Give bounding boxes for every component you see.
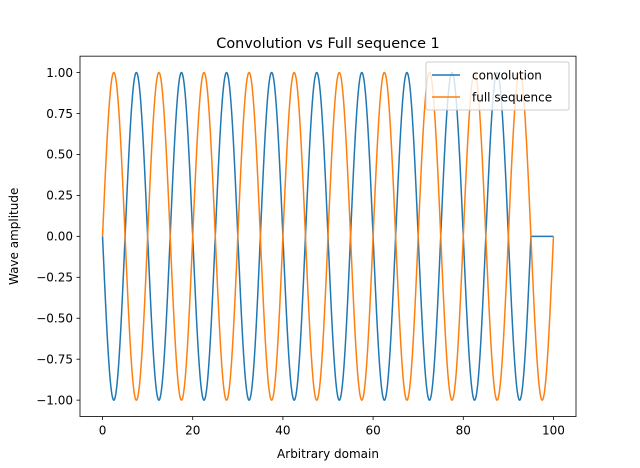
y-tick-label: −0.75: [36, 352, 73, 366]
legend-label-convolution: convolution: [472, 68, 542, 82]
y-axis: −1.00 −0.75 −0.50 −0.25 0.00 0.25 0.50 0.75 1.00: [36, 66, 80, 407]
y-tick-label: −0.50: [36, 312, 73, 326]
chart-title: Convolution vs Full sequence 1: [216, 36, 439, 52]
plot-area: [79, 55, 577, 417]
y-tick-label: −0.25: [36, 271, 73, 285]
x-tick-label: 40: [275, 424, 290, 438]
x-axis-label: Arbitrary domain: [277, 447, 379, 461]
legend-box: [425, 61, 570, 111]
x-tick-label: 20: [185, 424, 200, 438]
series-line-convolution: [101, 71, 554, 401]
y-tick-label: 0.50: [46, 148, 73, 162]
legend-label-full-sequence: full sequence: [472, 90, 552, 104]
y-tick-label: 1.00: [46, 66, 73, 80]
x-tick-label: 80: [456, 424, 471, 438]
x-tick-label: 0: [99, 424, 107, 438]
legend: convolution full sequence: [425, 61, 570, 111]
y-tick-label: 0.25: [46, 189, 73, 203]
y-tick-label: 0.00: [46, 230, 73, 244]
y-tick-label: −1.00: [36, 393, 73, 407]
y-tick-label: 0.75: [46, 107, 73, 121]
y-axis-label: Wave amplitude: [7, 188, 21, 285]
x-axis: 0 20 40 60 80 100: [99, 416, 565, 438]
x-tick-label: 60: [365, 424, 380, 438]
x-tick-label: 100: [542, 424, 565, 438]
